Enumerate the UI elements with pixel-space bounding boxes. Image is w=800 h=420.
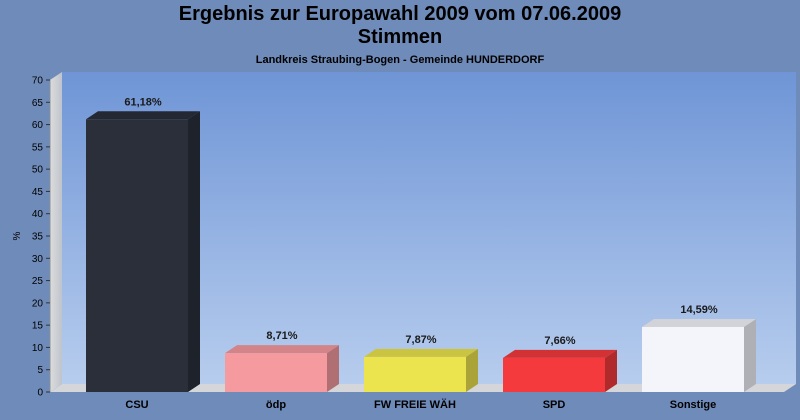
bar-side: [605, 349, 617, 392]
x-category-label: CSU: [125, 399, 148, 411]
bar-side: [327, 345, 339, 392]
x-category-label: SPD: [543, 399, 566, 411]
chart-title: Ergebnis zur Europawahl 2009 vom 07.06.2…: [178, 3, 622, 25]
chart-region: Landkreis Straubing-Bogen - Gemeinde HUN…: [255, 54, 545, 66]
bar-side: [188, 111, 200, 392]
bar-2: 7,87%: [364, 334, 478, 392]
bar-value-label: 61,18%: [124, 96, 162, 108]
y-tick-label: 20: [32, 298, 44, 309]
y-tick-label: 10: [32, 343, 44, 354]
y-tick-label: 65: [32, 98, 44, 109]
chart-subtitle: Stimmen: [357, 26, 443, 48]
bar-top: [86, 111, 200, 120]
y-tick-label: 15: [32, 321, 44, 332]
y-tick-label: 0: [37, 388, 43, 399]
plot-back-wall: [62, 72, 796, 384]
bar-value-label: 14,59%: [680, 304, 718, 316]
x-category-label: Sonstige: [670, 399, 716, 411]
bar-front: [503, 357, 605, 392]
bar-value-label: 7,87%: [405, 334, 436, 346]
bar-front: [642, 326, 744, 392]
bar-4: 14,59%: [642, 304, 756, 392]
y-tick-label: 25: [32, 276, 44, 287]
bar-3: 7,66%: [503, 335, 617, 392]
bar-value-label: 7,66%: [544, 335, 575, 347]
x-category-label: ödp: [266, 399, 286, 411]
bar-1: 8,71%: [225, 330, 339, 392]
bar-top: [503, 349, 617, 358]
bar-side: [744, 318, 756, 392]
y-tick-label: 55: [32, 142, 44, 153]
bar-front: [86, 119, 188, 392]
y-tick-label: 50: [32, 165, 44, 176]
y-axis-label: %: [12, 231, 23, 240]
bar-0: 61,18%: [86, 96, 200, 392]
y-tick-label: 35: [32, 232, 44, 243]
y-tick-label: 45: [32, 187, 44, 198]
bar-side: [466, 348, 478, 392]
y-tick-label: 30: [32, 254, 44, 265]
bar-top: [225, 345, 339, 354]
y-tick-label: 40: [32, 209, 44, 220]
bar-front: [364, 356, 466, 392]
y-tick-label: 5: [37, 365, 43, 376]
y-tick-label: 60: [32, 120, 44, 131]
plot-side-wall: [50, 72, 62, 392]
x-category-label: FW FREIE WÄH: [374, 398, 456, 411]
bar-top: [642, 318, 756, 327]
bar-front: [225, 353, 327, 392]
bar-top: [364, 348, 478, 357]
y-tick-label: 70: [32, 76, 44, 87]
bar-value-label: 8,71%: [266, 330, 297, 342]
